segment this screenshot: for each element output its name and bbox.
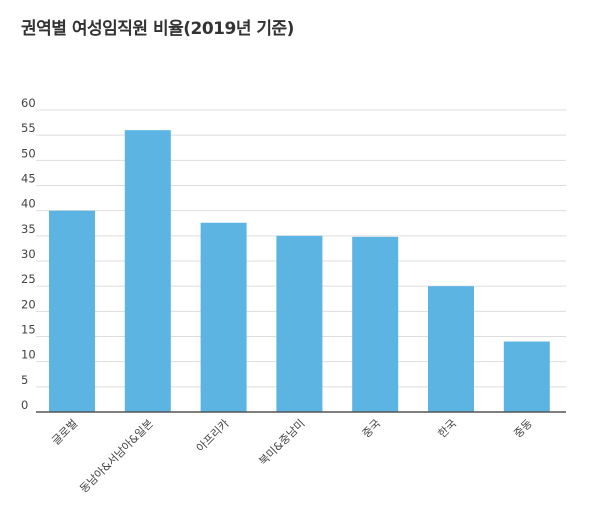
- y-tick-label: 55: [21, 121, 36, 135]
- chart-title: 권역별 여성임직원 비율(2019년 기준): [21, 19, 294, 39]
- y-tick-label: 25: [21, 272, 36, 286]
- bar: [276, 235, 323, 412]
- y-tick-label: 40: [21, 197, 36, 211]
- bars: [49, 130, 550, 412]
- y-tick-label: 35: [21, 222, 36, 236]
- y-tick-label: 45: [21, 172, 36, 186]
- bar: [503, 341, 550, 412]
- bar: [352, 236, 399, 412]
- y-tick-label: 15: [21, 323, 36, 337]
- x-tick-label: 아프리카: [194, 417, 232, 455]
- bar: [200, 222, 247, 412]
- x-tick-label: 중동: [511, 417, 535, 441]
- y-tick-label: 10: [21, 348, 36, 362]
- x-tick-label: 북미&중남미: [256, 417, 307, 468]
- y-tick-label: 30: [21, 247, 36, 261]
- x-tick-label: 한국: [436, 417, 460, 441]
- y-tick-label: 50: [21, 146, 36, 160]
- y-tick-label: 5: [21, 373, 28, 387]
- y-tick-label: 60: [21, 96, 36, 110]
- bar: [49, 210, 95, 412]
- x-tick-label: 중국: [360, 417, 384, 441]
- x-tick-label: 글로벌: [49, 417, 80, 448]
- x-tick-label: 동남아&서남아&일본: [77, 416, 156, 495]
- y-axis-ticks: 0 5 10 15 20 25 30 35 40 45 50 55 60: [21, 96, 36, 412]
- y-tick-label: 0: [21, 398, 28, 412]
- bar: [428, 286, 474, 412]
- bar: [124, 130, 171, 412]
- y-tick-label: 20: [21, 297, 36, 311]
